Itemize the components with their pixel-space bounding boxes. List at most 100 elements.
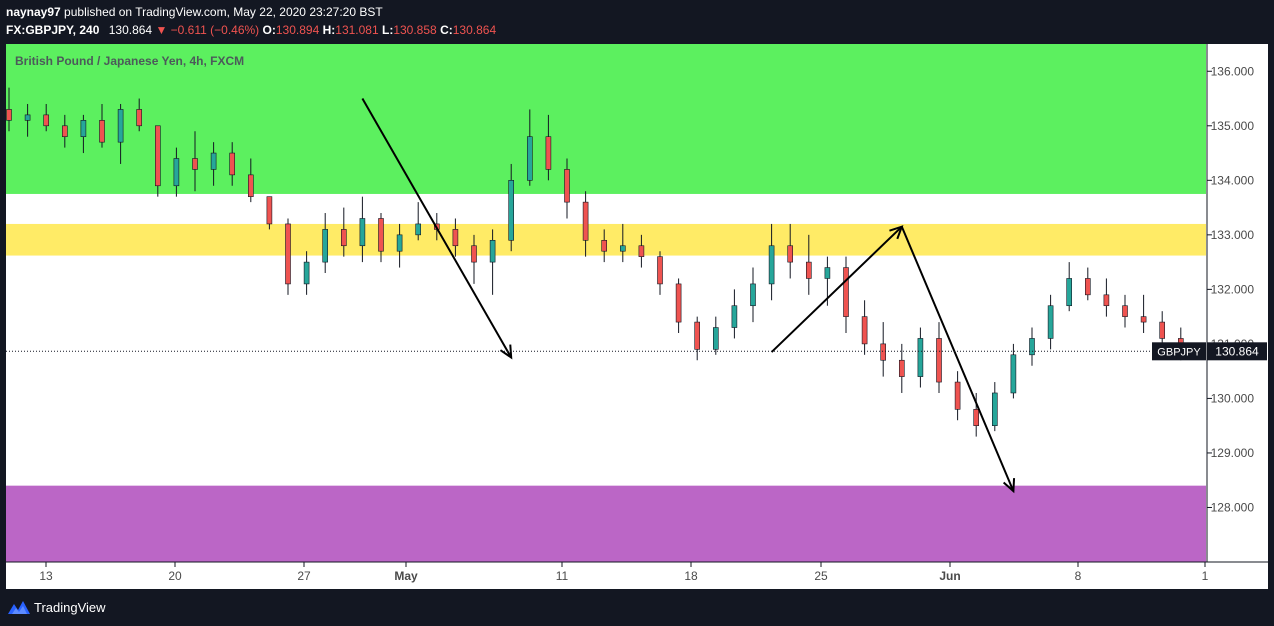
- time-tick-label: 1: [1202, 569, 1209, 583]
- candle-body: [1140, 316, 1147, 323]
- time-tick-label: 13: [39, 569, 53, 583]
- price-tick-label: 134.000: [1211, 173, 1255, 187]
- candlestick-chart[interactable]: 136.000135.000134.000133.000132.000131.0…: [6, 44, 1268, 589]
- chart-title: British Pound / Japanese Yen, 4h, FXCM: [15, 54, 244, 68]
- candle-body: [155, 125, 161, 187]
- open-label: O:: [262, 23, 276, 37]
- author-name[interactable]: naynay97: [6, 5, 61, 19]
- drop-arrow[interactable]: [361, 98, 513, 359]
- candle-body: [991, 392, 998, 426]
- price-tick-label: 130.000: [1211, 391, 1255, 405]
- rise-arrow[interactable]: [770, 225, 903, 353]
- symbol-ohlc-line: FX:GBPJPY, 240 130.864 ▼ −0.611 (−0.46%)…: [6, 23, 496, 37]
- price-tick-label: 128.000: [1211, 500, 1255, 514]
- candle-body: [24, 114, 31, 121]
- candle-body: [359, 218, 366, 247]
- symbol-tag-bg: [1152, 342, 1206, 361]
- low-label: L:: [382, 23, 394, 37]
- candle-body: [285, 223, 291, 285]
- chart-header: naynay97 published on TradingView.com, M…: [0, 0, 1274, 44]
- candle-body: [210, 152, 217, 170]
- candle-body: [545, 136, 552, 170]
- price-tick-label: 132.000: [1211, 282, 1255, 296]
- candle-body: [768, 245, 775, 285]
- close-label: C:: [440, 23, 453, 37]
- zones-layer: [6, 44, 1206, 562]
- candle-body: [973, 409, 980, 426]
- candle-body: [43, 114, 50, 127]
- candle-body: [1085, 278, 1091, 296]
- time-tick-label: May: [394, 569, 418, 583]
- candle-body: [378, 218, 384, 252]
- demand-zone: [6, 485, 1206, 562]
- candle-body: [638, 245, 645, 257]
- target-arrow[interactable]: [900, 226, 1015, 492]
- symbol-tag-label: GBPJPY: [1157, 346, 1201, 358]
- price-tick-label: 135.000: [1211, 119, 1255, 133]
- low-value: 130.858: [393, 23, 437, 37]
- drop-arrow-head[interactable]: [499, 344, 513, 360]
- candle-body: [303, 261, 310, 285]
- candle-body: [508, 180, 515, 241]
- drawings-layer[interactable]: [361, 98, 1016, 494]
- axes-layer: 136.000135.000134.000133.000132.000131.0…: [6, 44, 1268, 589]
- candle-body: [117, 109, 124, 143]
- candle-body: [136, 109, 142, 127]
- symbol-label[interactable]: FX:GBPJPY, 240: [6, 23, 100, 37]
- candle-body: [1029, 338, 1035, 356]
- candle-body: [601, 239, 608, 252]
- candle-body: [61, 125, 68, 137]
- candle-body: [787, 245, 794, 263]
- candle-body: [266, 196, 273, 225]
- candle-body: [1047, 305, 1054, 339]
- candle-body: [1010, 354, 1017, 394]
- candle-body: [192, 158, 198, 170]
- chart-area[interactable]: 136.000135.000134.000133.000132.000131.0…: [6, 44, 1268, 589]
- candle-body: [712, 327, 719, 350]
- high-label: H:: [322, 23, 336, 37]
- candle-body: [750, 283, 756, 307]
- candle-body: [99, 120, 105, 143]
- candle-body: [6, 109, 12, 121]
- high-value: 131.081: [335, 23, 379, 37]
- candle-body: [489, 239, 496, 263]
- candle-body: [1122, 305, 1128, 317]
- time-tick-label: 25: [814, 569, 828, 583]
- price-tick-label: 136.000: [1211, 64, 1255, 78]
- candle-body: [917, 338, 924, 377]
- candle-body: [1066, 278, 1072, 307]
- candle-body: [564, 169, 570, 203]
- candle-body: [471, 245, 477, 263]
- candle-body: [80, 120, 87, 137]
- target-arrow-head[interactable]: [1002, 478, 1016, 494]
- candle-body: [657, 256, 663, 285]
- candle-body: [898, 359, 905, 377]
- candle-body: [582, 201, 589, 241]
- time-tick-label: 27: [297, 569, 311, 583]
- candle-body: [619, 245, 626, 252]
- published-text: published on TradingView.com, May 22, 20…: [64, 5, 383, 19]
- price-tick-label: 129.000: [1211, 446, 1255, 460]
- candles-layer: [6, 87, 1184, 437]
- tradingview-brand[interactable]: TradingView: [34, 600, 106, 615]
- candle-body: [340, 229, 347, 247]
- candle-body: [861, 316, 868, 345]
- close-value: 130.864: [452, 23, 497, 37]
- time-tick-label: Jun: [939, 569, 960, 583]
- time-tick-label: 8: [1075, 569, 1082, 583]
- candle-body: [936, 338, 942, 383]
- candle-body: [229, 152, 235, 176]
- candle-body: [526, 136, 533, 181]
- tradingview-logo-icon[interactable]: [7, 599, 31, 617]
- candle-body: [1159, 321, 1165, 339]
- open-value: 130.894: [275, 23, 320, 37]
- candle-body: [675, 283, 682, 323]
- candle-body: [880, 343, 887, 361]
- supply-zone: [6, 44, 1206, 194]
- candle-body: [396, 234, 403, 252]
- candle-body: [248, 174, 254, 197]
- time-tick-label: 11: [556, 569, 569, 583]
- candle-body: [415, 223, 422, 236]
- price-tick-label: 133.000: [1211, 228, 1255, 242]
- candle-body: [805, 261, 812, 279]
